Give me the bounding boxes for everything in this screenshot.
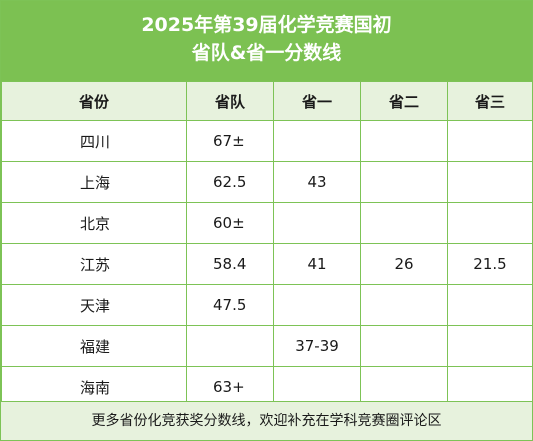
table-header-row: 省份 省队 省一 省二 省三 — [1, 81, 533, 121]
third-prize-cell: 21.5 — [447, 243, 533, 285]
table-row: 江苏 58.4 41 26 21.5 — [1, 243, 533, 285]
first-prize-cell — [273, 202, 361, 244]
second-prize-cell — [360, 120, 448, 162]
third-prize-cell — [447, 120, 533, 162]
province-cell: 江苏 — [1, 243, 187, 285]
table-row: 上海 62.5 43 — [1, 161, 533, 203]
team-score-cell: 60± — [186, 202, 274, 244]
team-score-cell: 58.4 — [186, 243, 274, 285]
first-prize-cell: 37-39 — [273, 325, 361, 367]
title-line-2: 省队&省一分数线 — [191, 42, 342, 64]
column-header-third: 省三 — [447, 81, 533, 121]
column-header-team: 省队 — [186, 81, 274, 121]
third-prize-cell — [447, 325, 533, 367]
province-cell: 天津 — [1, 284, 187, 326]
first-prize-cell: 41 — [273, 243, 361, 285]
second-prize-cell — [360, 202, 448, 244]
score-table: 省份 省队 省一 省二 省三 四川 67± 上海 62.5 43 — [1, 81, 533, 408]
team-score-cell: 67± — [186, 120, 274, 162]
title-line-1: 2025年第39届化学竞赛国初 — [141, 14, 392, 36]
footer-note: 更多省份化竞获奖分数线，欢迎补充在学科竞赛圈评论区 — [1, 401, 532, 440]
column-header-province: 省份 — [1, 81, 187, 121]
third-prize-cell — [447, 202, 533, 244]
province-cell: 上海 — [1, 161, 187, 203]
header-banner: 2025年第39届化学竞赛国初 省队&省一分数线 — [1, 1, 532, 81]
team-score-cell: 62.5 — [186, 161, 274, 203]
column-header-first: 省一 — [273, 81, 361, 121]
first-prize-cell — [273, 120, 361, 162]
second-prize-cell — [360, 161, 448, 203]
second-prize-cell: 26 — [360, 243, 448, 285]
team-score-cell — [186, 325, 274, 367]
column-header-second: 省二 — [360, 81, 448, 121]
table-row: 天津 47.5 — [1, 284, 533, 326]
first-prize-cell — [273, 284, 361, 326]
third-prize-cell — [447, 284, 533, 326]
team-score-cell: 47.5 — [186, 284, 274, 326]
second-prize-cell — [360, 325, 448, 367]
province-cell: 福建 — [1, 325, 187, 367]
second-prize-cell — [360, 284, 448, 326]
province-cell: 北京 — [1, 202, 187, 244]
table-row: 福建 37-39 — [1, 325, 533, 367]
third-prize-cell — [447, 161, 533, 203]
table-row: 四川 67± — [1, 120, 533, 162]
province-cell: 四川 — [1, 120, 187, 162]
first-prize-cell: 43 — [273, 161, 361, 203]
table-row: 北京 60± — [1, 202, 533, 244]
